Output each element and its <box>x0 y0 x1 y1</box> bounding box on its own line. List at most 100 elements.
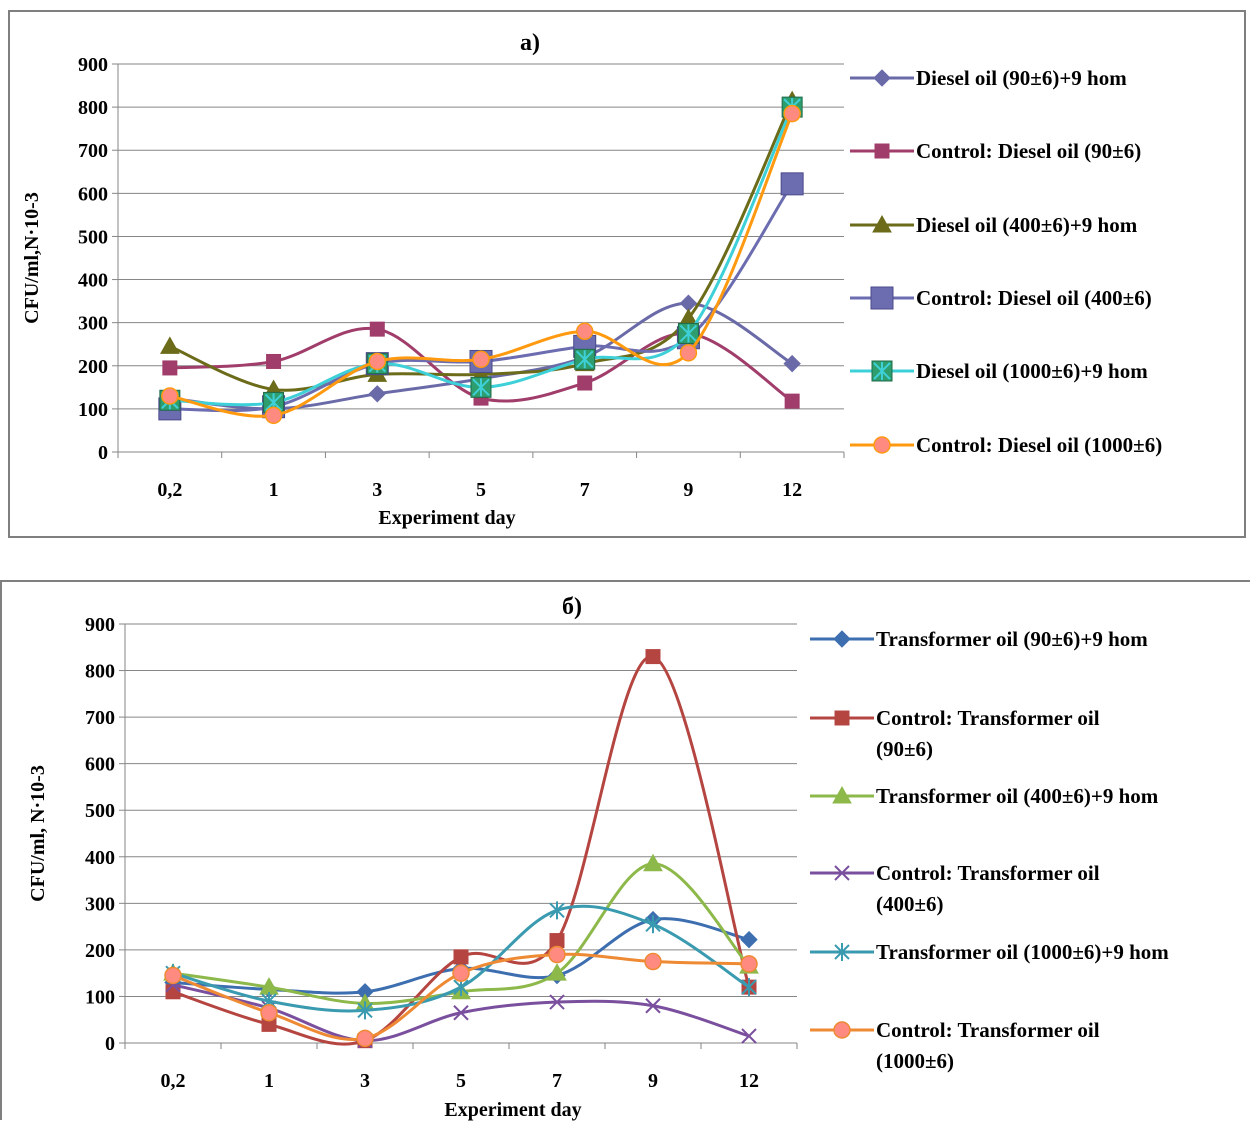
legend-marker <box>873 69 891 87</box>
data-point <box>741 978 757 997</box>
chart-title: a) <box>520 30 540 56</box>
data-point <box>263 391 285 413</box>
legend-label: Control: Diesel oil (1000±6) <box>916 433 1162 457</box>
legend-label: (90±6) <box>876 737 933 761</box>
series-line <box>172 655 751 1046</box>
y-tick-label: 300 <box>85 893 115 915</box>
x-tick-label: 0,2 <box>157 479 182 501</box>
y-tick-label: 300 <box>78 313 108 335</box>
data-point <box>356 1029 374 1048</box>
data-point <box>679 344 698 362</box>
data-point <box>357 1001 373 1020</box>
x-tick-label: 12 <box>739 1070 759 1092</box>
data-point <box>548 945 566 964</box>
legend-label: Transformer oil (1000±6)+9 hom <box>876 940 1169 964</box>
y-tick-label: 800 <box>78 97 108 119</box>
data-point <box>260 1003 278 1022</box>
legend-marker <box>873 436 891 454</box>
chart-panel-b: 0 100 200 300 400 500 600 700 800 900 0,2 1 3 5 7 9 12 Ex… <box>0 580 1250 1121</box>
y-tick-label: 100 <box>85 986 115 1008</box>
legend-marker <box>874 143 890 159</box>
chart-title: б) <box>562 594 582 620</box>
x-tick-label: 1 <box>264 1070 274 1092</box>
x-tick-label: 5 <box>456 1070 466 1092</box>
legend-label: Transformer oil (90±6)+9 hom <box>876 627 1148 651</box>
data-point <box>368 352 387 371</box>
data-point <box>643 853 663 872</box>
data-point <box>472 350 490 369</box>
data-point <box>264 406 283 425</box>
legend-marker <box>834 943 850 961</box>
data-point <box>549 933 565 949</box>
data-point <box>783 354 801 373</box>
data-point <box>575 322 594 341</box>
data-point <box>780 172 804 196</box>
legend-label: Diesel oil (400±6)+9 hom <box>916 213 1138 237</box>
y-axis-label: CFU/ml, N·10-3 <box>27 765 49 902</box>
legend-label: Transformer oil (400±6)+9 hom <box>876 784 1159 808</box>
legend-marker <box>872 214 892 233</box>
legend-label: Control: Diesel oil (400±6) <box>916 286 1152 310</box>
x-tick-label: 9 <box>648 1070 658 1092</box>
data-point <box>549 994 565 1010</box>
x-tick-label: 7 <box>580 479 590 501</box>
legend-marker <box>871 360 893 382</box>
legend-label: Control: Diesel oil (90±6) <box>916 139 1141 163</box>
x-axis-label: Experiment day <box>378 507 515 529</box>
legend-marker <box>832 785 852 804</box>
chart-panel-a: 0 100 200 300 400 500 600 700 800 900 0,2 1 3 5 7 9 12 Ex… <box>8 10 1246 538</box>
y-tick-label: 900 <box>78 54 108 76</box>
data-point <box>784 393 800 409</box>
y-tick-label: 500 <box>78 226 108 248</box>
y-tick-label: 700 <box>78 140 108 162</box>
x-tick-label: 9 <box>683 479 693 501</box>
x-tick-label: 12 <box>782 479 802 501</box>
legend-label: Diesel oil (1000±6)+9 hom <box>916 359 1148 383</box>
data-point <box>677 322 699 344</box>
chart-b-svg: 0 100 200 300 400 500 600 700 800 900 0,2 1 3 5 7 9 12 Ex… <box>27 594 1169 1121</box>
y-axis-label: CFU/ml,N·10-3 <box>21 192 43 324</box>
x-tick-label: 5 <box>476 479 486 501</box>
data-point <box>161 387 179 405</box>
legend-marker <box>834 710 850 726</box>
data-point <box>741 1028 757 1044</box>
data-point <box>162 360 178 376</box>
y-tick-label: 600 <box>78 183 108 205</box>
x-tick-label: 0,2 <box>161 1070 186 1092</box>
legend-label: Control: Transformer oil <box>876 1018 1100 1042</box>
y-tick-label: 100 <box>78 399 108 421</box>
data-point <box>470 376 492 398</box>
x-tick-label: 3 <box>372 479 382 501</box>
y-tick-label: 400 <box>78 270 108 292</box>
legend-marker <box>834 865 850 881</box>
data-point <box>740 955 758 973</box>
data-point <box>783 104 801 123</box>
y-tick-label: 0 <box>98 442 108 464</box>
x-tick-label: 3 <box>360 1070 370 1092</box>
y-tick-label: 0 <box>105 1033 115 1055</box>
legend-marker <box>870 286 894 310</box>
x-tick-label: 7 <box>552 1070 562 1092</box>
legend-label: Control: Transformer oil <box>876 706 1100 730</box>
y-tick-label: 200 <box>78 356 108 378</box>
data-point <box>368 385 386 403</box>
data-point <box>645 649 661 665</box>
x-axis-label: Experiment day <box>444 1099 581 1121</box>
data-point <box>160 336 180 354</box>
data-point <box>644 952 662 971</box>
data-point <box>740 930 758 949</box>
y-tick-label: 400 <box>85 847 115 869</box>
data-point <box>547 963 567 981</box>
data-point <box>266 353 282 369</box>
legend-label: Diesel oil (90±6)+9 hom <box>916 66 1127 90</box>
legend-label: Control: Transformer oil <box>876 861 1100 885</box>
y-tick-label: 900 <box>85 614 115 636</box>
data-point <box>645 915 661 934</box>
legend-marker <box>833 1021 851 1039</box>
data-point <box>452 964 470 982</box>
y-tick-label: 800 <box>85 661 115 683</box>
y-tick-label: 600 <box>85 754 115 776</box>
data-point <box>549 901 565 920</box>
legend-label: (1000±6) <box>876 1049 954 1073</box>
legend-label: (400±6) <box>876 892 944 916</box>
